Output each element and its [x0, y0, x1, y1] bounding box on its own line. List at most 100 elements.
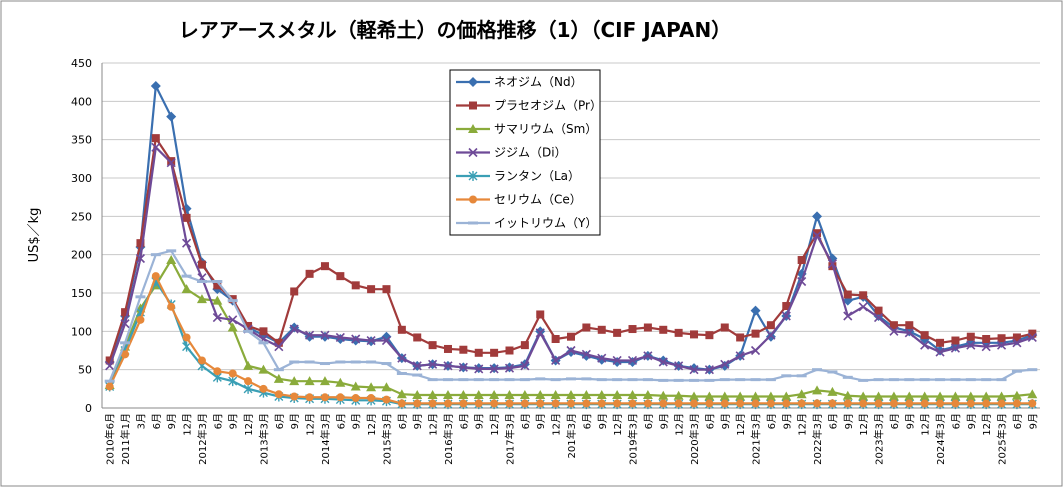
x-tick-label: 6月 — [458, 413, 470, 429]
data-point — [536, 310, 545, 319]
data-point — [627, 355, 638, 366]
data-point — [859, 291, 868, 300]
x-tick-label: 9月 — [351, 413, 363, 429]
legend-label: ネオジム（Nd） — [494, 75, 583, 89]
data-point — [997, 399, 1006, 408]
x-tick-label: 2025年3月 — [996, 413, 1009, 465]
data-point — [150, 81, 161, 91]
data-point — [858, 302, 868, 312]
series — [105, 272, 1037, 408]
data-point — [797, 399, 806, 408]
x-tick-label: 12月 — [243, 413, 255, 436]
y-tick-label: 200 — [71, 249, 92, 262]
data-point — [782, 399, 791, 408]
data-point — [428, 399, 437, 408]
data-point — [873, 312, 884, 323]
data-point — [843, 399, 852, 408]
y-tick-label: 300 — [71, 172, 92, 185]
data-point — [505, 346, 514, 355]
data-point — [720, 399, 729, 408]
legend-marker — [468, 171, 478, 181]
data-point — [551, 399, 560, 408]
data-point — [750, 305, 761, 316]
data-point — [674, 361, 684, 371]
data-point — [720, 359, 730, 369]
x-tick-label: 12月 — [674, 413, 686, 436]
data-point — [304, 376, 315, 386]
data-point — [567, 332, 575, 341]
series — [104, 249, 1038, 383]
data-point — [212, 295, 223, 305]
data-point — [182, 238, 192, 248]
data-point — [674, 328, 683, 337]
data-point — [1027, 332, 1037, 343]
data-point — [736, 399, 745, 408]
data-point — [290, 392, 299, 401]
x-tick-label: 9月 — [843, 413, 855, 429]
data-point — [382, 285, 391, 294]
data-point — [351, 394, 360, 403]
x-tick-label: 6月 — [335, 413, 347, 429]
data-point — [766, 330, 776, 340]
data-point — [228, 315, 238, 325]
data-point — [536, 399, 545, 408]
data-point — [750, 391, 761, 401]
data-point — [997, 334, 1006, 343]
data-point — [335, 332, 345, 343]
y-tick-label: 0 — [85, 402, 92, 415]
data-point — [813, 399, 822, 408]
data-point — [1027, 389, 1038, 399]
x-tick-label: 9月 — [1027, 413, 1039, 429]
data-point — [982, 335, 991, 343]
data-point — [458, 362, 468, 372]
x-tick-label: 2017年3月 — [503, 413, 516, 465]
x-tick-label: 6月 — [950, 413, 962, 429]
data-point — [812, 230, 822, 241]
x-tick-label: 12月 — [182, 413, 194, 436]
data-point — [905, 399, 914, 408]
data-point — [950, 391, 961, 401]
data-point — [490, 348, 499, 357]
data-point — [520, 399, 529, 408]
x-tick-label: 9月 — [535, 413, 547, 429]
x-tick-label: 201年3月 — [565, 413, 578, 458]
data-point — [935, 391, 946, 401]
data-point — [551, 335, 560, 343]
data-point — [413, 399, 422, 408]
data-point — [828, 399, 837, 408]
data-point — [566, 347, 576, 358]
data-point — [919, 391, 930, 401]
data-point — [244, 377, 253, 386]
data-point — [705, 399, 714, 408]
x-tick-label: 9月 — [412, 413, 424, 429]
data-point — [859, 399, 868, 408]
data-point — [259, 327, 268, 336]
data-point — [704, 391, 715, 401]
data-point — [673, 390, 684, 400]
data-point — [105, 361, 115, 371]
data-point — [873, 391, 884, 401]
data-point — [228, 376, 238, 387]
data-point — [812, 211, 823, 222]
x-tick-label: 12月 — [366, 413, 378, 436]
data-point — [628, 325, 637, 334]
data-point — [320, 330, 330, 340]
x-tick-label: 9月 — [597, 413, 609, 429]
data-point — [320, 262, 329, 271]
data-point — [1012, 333, 1021, 342]
data-point — [274, 338, 283, 347]
data-point — [982, 399, 991, 408]
data-point — [765, 391, 776, 401]
data-point — [936, 338, 945, 347]
data-point — [428, 359, 438, 369]
x-tick-label: 12月 — [612, 413, 624, 436]
data-point — [443, 344, 452, 353]
data-point — [628, 399, 637, 408]
x-tick-label: 9月 — [781, 413, 793, 429]
legend-label: ジジム（Di） — [494, 146, 567, 160]
data-point — [382, 395, 391, 404]
x-tick-label: 9月 — [658, 413, 670, 429]
data-point — [289, 376, 300, 386]
data-point — [936, 399, 945, 408]
